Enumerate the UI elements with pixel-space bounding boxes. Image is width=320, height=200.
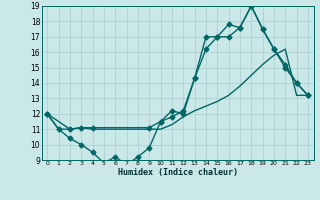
X-axis label: Humidex (Indice chaleur): Humidex (Indice chaleur) xyxy=(118,168,237,177)
